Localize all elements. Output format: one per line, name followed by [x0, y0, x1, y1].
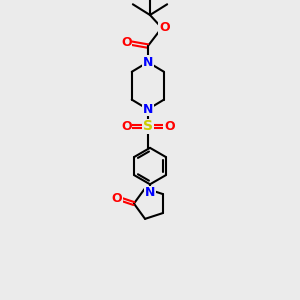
Text: N: N — [145, 186, 155, 200]
Text: O: O — [121, 36, 132, 50]
Text: O: O — [159, 21, 170, 34]
Text: O: O — [164, 120, 175, 133]
Text: S: S — [143, 119, 153, 134]
Text: N: N — [143, 56, 153, 69]
Text: N: N — [143, 103, 153, 116]
Text: O: O — [112, 192, 122, 205]
Text: O: O — [121, 120, 132, 133]
